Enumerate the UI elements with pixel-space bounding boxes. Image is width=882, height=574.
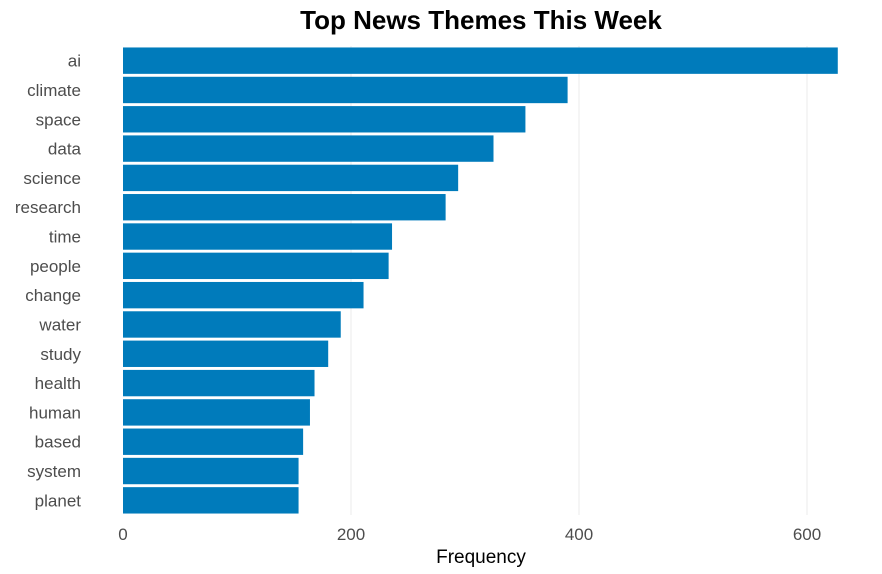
category-label-health: health <box>35 374 81 393</box>
category-label-ai: ai <box>68 52 81 71</box>
category-label-based: based <box>35 433 81 452</box>
bar-climate <box>123 76 568 104</box>
chart-title: Top News Themes This Week <box>300 5 662 35</box>
bar-system <box>123 457 299 485</box>
bar-space <box>123 106 526 133</box>
bar-planet <box>123 487 299 514</box>
bar-people <box>123 252 389 280</box>
category-label-space: space <box>36 110 81 129</box>
category-label-water: water <box>38 315 81 334</box>
category-labels: ai climate space data science research time peo… <box>15 52 82 511</box>
bar-human <box>123 399 310 426</box>
x-axis-title: Frequency <box>436 547 526 568</box>
bar-science <box>123 164 459 192</box>
bar-water <box>123 311 341 338</box>
category-label-study: study <box>40 345 81 364</box>
category-label-planet: planet <box>35 491 82 510</box>
category-label-human: human <box>29 403 81 422</box>
category-label-research: research <box>15 198 81 217</box>
bar-ai <box>123 47 838 74</box>
category-label-science: science <box>23 169 81 188</box>
category-label-climate: climate <box>27 81 81 100</box>
x-tick-label: 600 <box>793 525 821 544</box>
x-tick-label: 400 <box>565 525 593 544</box>
bar-time <box>123 223 393 250</box>
category-label-people: people <box>30 257 81 276</box>
bar-research <box>123 194 446 221</box>
x-tick-label: 200 <box>337 525 365 544</box>
category-label-change: change <box>25 286 81 305</box>
category-label-time: time <box>49 228 81 247</box>
x-tick-label: 0 <box>118 525 127 544</box>
bars <box>123 47 838 514</box>
bar-change <box>123 281 364 309</box>
bar-data <box>123 135 494 162</box>
bar-health <box>123 369 315 397</box>
bar-based <box>123 428 304 455</box>
category-label-system: system <box>27 462 81 481</box>
x-tick-labels: 0 200 400 600 <box>118 525 821 544</box>
category-label-data: data <box>48 140 82 159</box>
bar-study <box>123 340 329 367</box>
